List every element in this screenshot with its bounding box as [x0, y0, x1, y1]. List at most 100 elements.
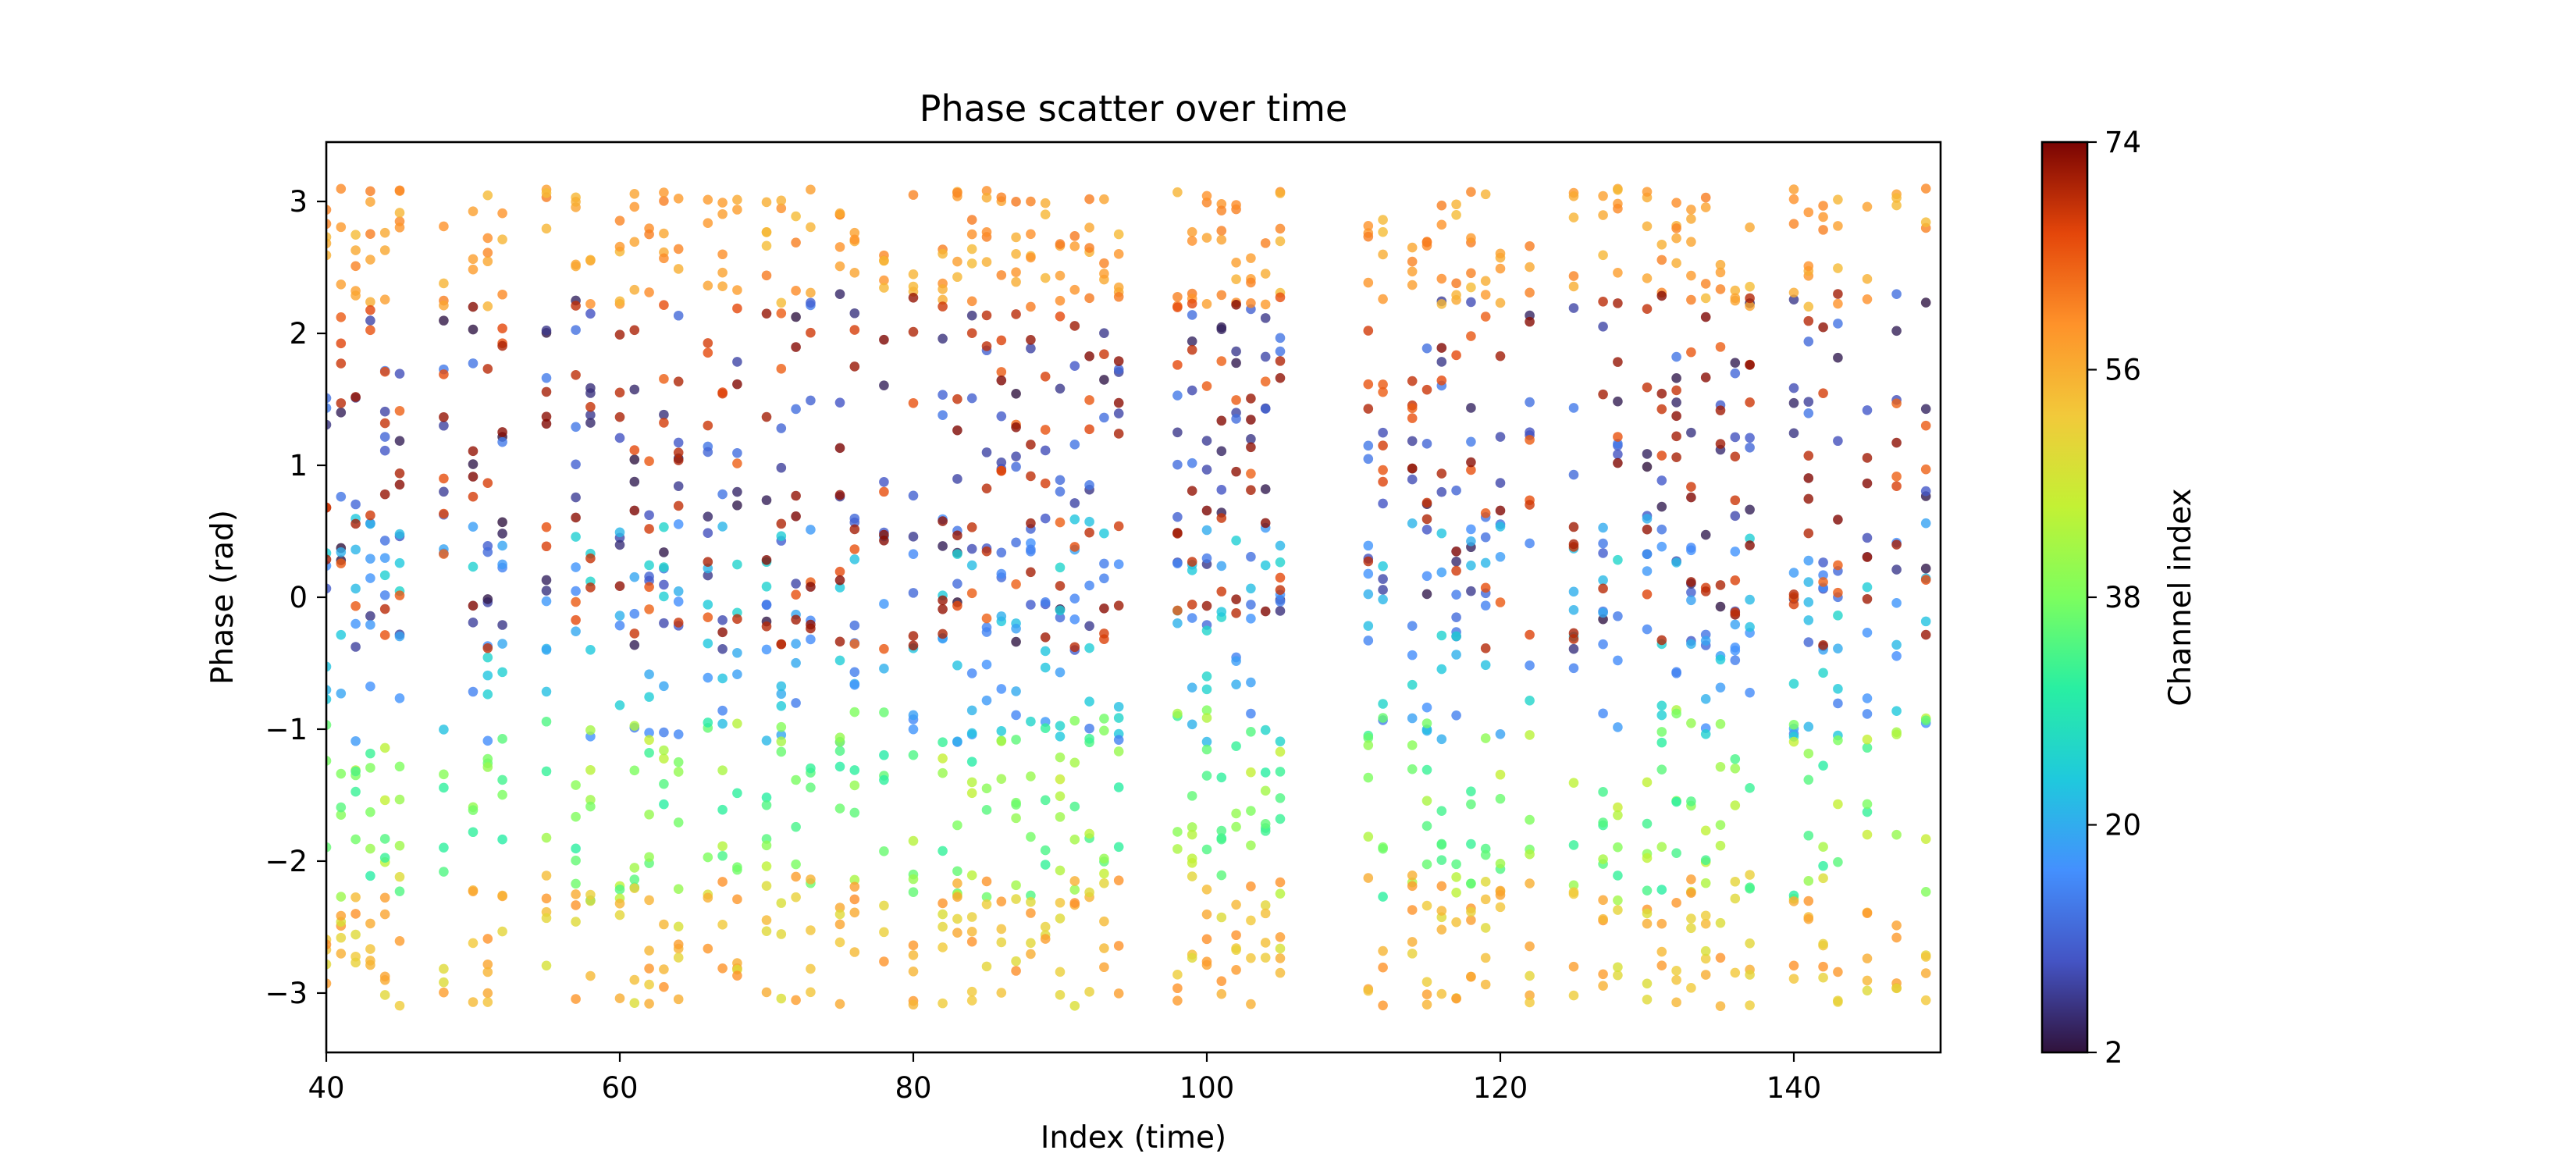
scatter-point	[1040, 921, 1051, 932]
scatter-point	[1084, 527, 1094, 538]
scatter-point	[761, 840, 772, 851]
scatter-point	[1011, 894, 1021, 904]
scatter-point	[1686, 913, 1696, 924]
scatter-point	[952, 820, 962, 831]
scatter-point	[336, 910, 347, 921]
scatter-point	[1700, 293, 1711, 304]
scatter-point	[806, 782, 816, 792]
scatter-point	[629, 571, 640, 582]
scatter-point	[834, 566, 845, 577]
scatter-point	[1216, 356, 1227, 366]
scatter-point	[614, 581, 625, 592]
scatter-point	[1525, 316, 1535, 327]
scatter-point	[1613, 871, 1623, 881]
scatter-point	[1495, 890, 1506, 900]
scatter-point	[1700, 970, 1711, 980]
scatter-point	[938, 284, 948, 294]
scatter-point	[776, 364, 787, 374]
scatter-point	[1407, 518, 1418, 529]
scatter-point	[571, 855, 581, 866]
scatter-point	[1451, 612, 1461, 622]
scatter-point	[952, 187, 962, 198]
scatter-point	[1055, 239, 1066, 249]
scatter-point	[629, 765, 640, 776]
scatter-point	[1700, 728, 1711, 739]
scatter-point	[952, 913, 962, 924]
scatter-point	[806, 619, 816, 630]
scatter-point	[1686, 796, 1696, 806]
scatter-point	[1187, 822, 1197, 832]
scatter-point	[1568, 605, 1579, 615]
scatter-point	[365, 510, 375, 521]
scatter-point	[966, 668, 977, 678]
y-tick-label: 2	[289, 317, 308, 351]
scatter-point	[1436, 219, 1447, 230]
scatter-point	[482, 190, 493, 201]
scatter-point	[1407, 949, 1418, 959]
scatter-point	[776, 746, 787, 757]
scatter-point	[365, 554, 375, 564]
scatter-point	[439, 221, 449, 232]
scatter-point	[439, 300, 449, 311]
colorbar-tick-label: 20	[2105, 809, 2141, 842]
plot-frame	[325, 141, 1942, 1054]
scatter-point	[365, 871, 375, 881]
scatter-point	[1833, 735, 1843, 746]
scatter-point	[365, 748, 375, 759]
scatter-point	[365, 843, 375, 854]
scatter-point	[761, 644, 772, 655]
scatter-point	[1891, 829, 1902, 840]
scatter-point	[336, 810, 347, 821]
scatter-point	[806, 525, 816, 535]
scatter-point	[1788, 589, 1799, 600]
scatter-point	[1745, 882, 1755, 892]
scatter-point	[966, 788, 977, 799]
scatter-point	[350, 392, 361, 402]
scatter-point	[1231, 656, 1241, 666]
scatter-point	[1598, 322, 1608, 332]
scatter-point	[1700, 945, 1711, 956]
scatter-point	[1201, 505, 1212, 516]
scatter-point	[468, 358, 479, 369]
scatter-point	[703, 447, 713, 458]
scatter-point	[1818, 201, 1828, 211]
scatter-point	[1891, 932, 1902, 943]
scatter-point	[1891, 437, 1902, 448]
scatter-point	[1378, 561, 1388, 571]
scatter-point	[571, 780, 581, 790]
scatter-point	[379, 245, 390, 255]
scatter-point	[1598, 210, 1608, 220]
scatter-point	[673, 939, 684, 950]
scatter-point	[1055, 990, 1066, 1000]
scatter-point	[1231, 945, 1241, 956]
scatter-point	[1260, 725, 1271, 735]
scatter-point	[1113, 397, 1124, 408]
scatter-point	[1700, 855, 1711, 865]
scatter-point	[1730, 451, 1741, 462]
scatter-point	[1069, 241, 1080, 251]
scatter-point	[1598, 787, 1608, 797]
scatter-point	[1099, 328, 1109, 338]
scatter-point	[1113, 429, 1124, 439]
scatter-point	[673, 376, 684, 386]
scatter-point	[1862, 294, 1873, 304]
scatter-point	[908, 292, 919, 303]
scatter-point	[1920, 575, 1931, 586]
scatter-point	[1084, 696, 1094, 707]
scatter-point	[1818, 570, 1828, 580]
scatter-point	[1113, 713, 1124, 723]
scatter-point	[849, 807, 860, 818]
scatter-point	[1055, 752, 1066, 763]
scatter-point	[834, 242, 845, 252]
scatter-point	[1745, 433, 1755, 443]
scatter-point	[468, 301, 479, 312]
scatter-point	[1363, 379, 1374, 390]
scatter-point	[981, 192, 992, 203]
scatter-point	[1113, 408, 1124, 418]
scatter-point	[1436, 299, 1447, 309]
scatter-point	[365, 619, 375, 630]
scatter-point	[1275, 596, 1286, 607]
scatter-point	[1246, 485, 1256, 495]
scatter-point	[981, 341, 992, 351]
